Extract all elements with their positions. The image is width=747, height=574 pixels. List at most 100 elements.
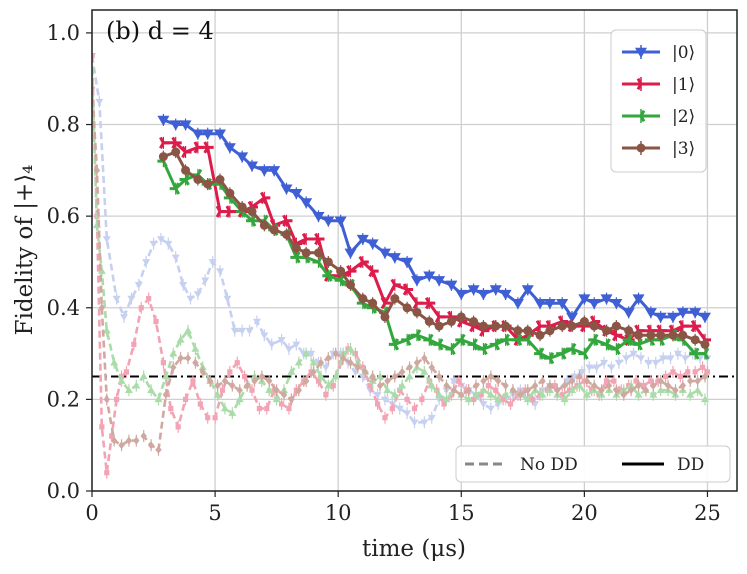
data-point <box>605 381 613 390</box>
data-point <box>215 174 225 184</box>
data-point <box>602 326 612 336</box>
data-point <box>191 344 200 352</box>
data-point <box>282 214 293 227</box>
legend-style-label: No DD <box>520 455 578 475</box>
data-point <box>589 321 599 331</box>
data-point <box>480 377 487 386</box>
data-point <box>560 395 569 403</box>
data-point <box>485 383 491 389</box>
data-point <box>435 372 443 381</box>
data-point <box>312 211 325 223</box>
data-point <box>470 396 477 402</box>
data-point <box>109 433 115 439</box>
data-point <box>499 289 512 301</box>
data-point <box>156 236 165 244</box>
data-point <box>225 205 236 218</box>
data-point <box>455 289 468 301</box>
plot-frame <box>91 9 738 492</box>
legend-styles: No DD DD <box>455 445 731 483</box>
data-point <box>677 373 683 380</box>
data-point <box>214 381 221 390</box>
data-point <box>489 285 502 296</box>
data-point <box>258 166 271 177</box>
data-point <box>611 378 617 384</box>
data-point <box>220 404 229 412</box>
data-point <box>699 364 706 370</box>
data-point <box>395 405 404 413</box>
data-point <box>382 415 388 421</box>
data-point <box>401 333 412 346</box>
data-point <box>700 339 710 349</box>
data-point <box>530 396 536 402</box>
data-point <box>336 266 346 276</box>
legend-marker <box>636 77 647 91</box>
data-point <box>295 386 302 395</box>
data-point <box>402 303 412 313</box>
data-point <box>607 364 616 372</box>
series-layer <box>92 49 712 479</box>
data-point <box>344 248 357 259</box>
data-point <box>358 294 368 304</box>
data-point <box>203 179 213 189</box>
data-point <box>182 396 189 402</box>
data-point <box>221 377 229 386</box>
data-point <box>509 386 517 395</box>
legend-label: |3⟩ <box>672 139 695 159</box>
data-point <box>287 367 296 375</box>
data-point <box>464 395 473 403</box>
data-point <box>620 390 627 399</box>
data-point <box>212 415 218 421</box>
data-point <box>190 378 196 384</box>
data-point <box>493 387 499 393</box>
data-point <box>258 372 266 381</box>
data-point <box>634 330 644 340</box>
data-point <box>627 386 635 395</box>
data-point <box>531 381 539 390</box>
data-point <box>556 298 569 310</box>
data-point <box>112 295 121 303</box>
data-point <box>501 321 511 331</box>
data-point <box>673 350 682 358</box>
data-point <box>698 347 710 360</box>
data-point <box>622 308 635 319</box>
data-point <box>193 141 204 154</box>
data-point <box>322 216 335 227</box>
data-point <box>302 349 311 357</box>
data-point <box>213 390 222 398</box>
data-point <box>294 358 303 366</box>
data-point <box>557 321 567 331</box>
data-point <box>376 372 385 380</box>
data-point <box>614 359 623 367</box>
data-point <box>646 330 656 340</box>
y-tick-label: 0.8 <box>47 113 80 137</box>
data-point <box>161 372 170 380</box>
data-point <box>472 381 480 390</box>
data-point <box>478 392 484 398</box>
data-point <box>347 358 354 367</box>
data-point <box>310 367 317 376</box>
data-point <box>277 337 286 344</box>
legend-marker <box>636 143 646 153</box>
data-point <box>545 326 555 336</box>
data-point <box>556 347 567 360</box>
data-point <box>193 174 203 184</box>
data-point <box>290 189 303 200</box>
data-point <box>523 326 533 336</box>
data-point <box>216 268 225 276</box>
data-point <box>642 386 650 395</box>
data-point <box>223 143 236 154</box>
series-dd <box>157 113 711 323</box>
data-point <box>698 312 711 323</box>
data-point <box>427 381 436 389</box>
data-point <box>345 280 355 290</box>
data-point <box>169 120 182 131</box>
data-point <box>346 264 357 278</box>
data-point <box>103 395 110 404</box>
data-point <box>322 269 333 282</box>
data-point <box>230 327 239 335</box>
data-point <box>561 381 568 390</box>
data-point <box>179 173 190 186</box>
data-point <box>181 165 191 175</box>
data-point <box>456 312 466 322</box>
data-point <box>657 377 664 386</box>
